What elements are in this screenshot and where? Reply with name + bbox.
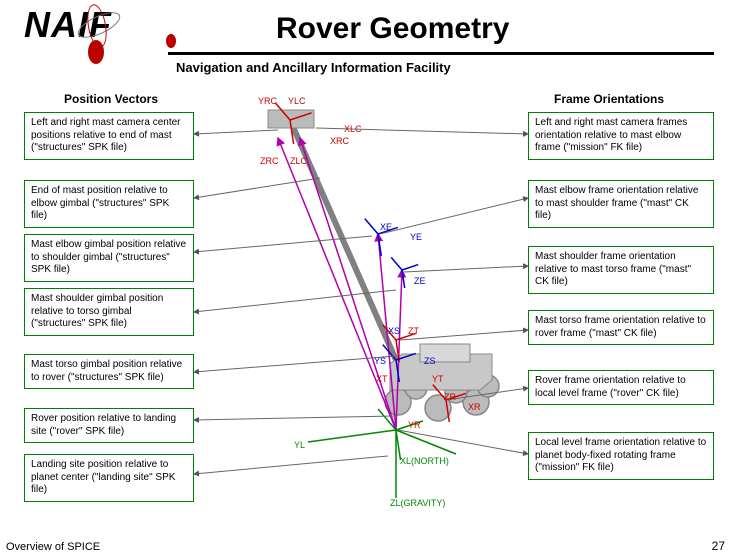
axis-label-ZT: ZT bbox=[408, 326, 419, 336]
right-box-4: Rover frame orientation relative to loca… bbox=[528, 370, 714, 405]
footer-left: Overview of SPICE bbox=[6, 541, 100, 553]
axis-label-ZL(GRAVITY): ZL(GRAVITY) bbox=[390, 498, 445, 508]
axis-label-XS: XS bbox=[388, 326, 400, 336]
axis-label-XL(NORTH): XL(NORTH) bbox=[400, 456, 449, 466]
right-box-0: Left and right mast camera frames orient… bbox=[528, 112, 714, 160]
left-box-4: Mast torso gimbal position relative to r… bbox=[24, 354, 194, 389]
left-box-0: Left and right mast camera center positi… bbox=[24, 112, 194, 160]
axis-label-XR: XR bbox=[468, 402, 481, 412]
axis-label-ZE: ZE bbox=[414, 276, 426, 286]
axis-label-ZS: ZS bbox=[424, 356, 436, 366]
axis-label-XE: XE bbox=[380, 222, 392, 232]
left-box-2: Mast elbow gimbal position relative to s… bbox=[24, 234, 194, 282]
axis-label-YRC: YRC bbox=[258, 96, 277, 106]
right-box-3: Mast torso frame orientation relative to… bbox=[528, 310, 714, 345]
axis-label-YLC: YLC bbox=[288, 96, 306, 106]
axis-label-ZRC: ZRC bbox=[260, 156, 279, 166]
axis-label-XT: XT bbox=[376, 374, 388, 384]
axis-label-XRC: XRC bbox=[330, 136, 349, 146]
axis-label-YE: YE bbox=[410, 232, 422, 242]
axis-label-ZR: ZR bbox=[444, 392, 456, 402]
axis-label-XLC: XLC bbox=[344, 124, 362, 134]
left-box-5: Rover position relative to landing site … bbox=[24, 408, 194, 443]
axis-label-YL: YL bbox=[294, 440, 305, 450]
left-box-3: Mast shoulder gimbal position relative t… bbox=[24, 288, 194, 336]
axis-label-YS: YS bbox=[374, 356, 386, 366]
left-box-1: End of mast position relative to elbow g… bbox=[24, 180, 194, 228]
axis-label-YT: YT bbox=[432, 374, 444, 384]
right-box-5: Local level frame orientation relative t… bbox=[528, 432, 714, 480]
left-box-6: Landing site position relative to planet… bbox=[24, 454, 194, 502]
right-box-2: Mast shoulder frame orientation relative… bbox=[528, 246, 714, 294]
axis-label-ZLC: ZLC bbox=[290, 156, 307, 166]
axis-label-YR: YR bbox=[408, 420, 421, 430]
right-box-1: Mast elbow frame orientation relative to… bbox=[528, 180, 714, 228]
footer-page-number: 27 bbox=[712, 539, 725, 553]
